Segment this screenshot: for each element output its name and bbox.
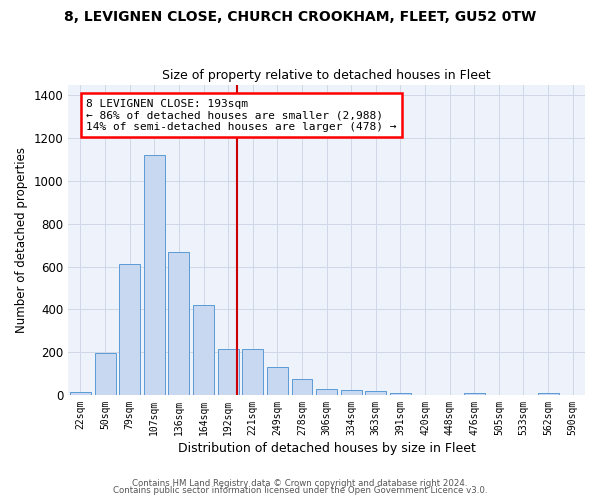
Bar (464, 393, 485, 395)
Bar (390, 393, 411, 395)
Y-axis label: Number of detached properties: Number of detached properties (15, 147, 28, 333)
Text: Contains HM Land Registry data © Crown copyright and database right 2024.: Contains HM Land Registry data © Crown c… (132, 478, 468, 488)
Bar (95, 353, 116, 395)
Bar (365, 390, 386, 395)
Bar (193, 305, 214, 395)
Bar (341, 390, 362, 395)
Bar (242, 349, 263, 395)
Bar (292, 379, 313, 395)
Bar (538, 393, 559, 395)
Bar (144, 155, 165, 395)
X-axis label: Distribution of detached houses by size in Fleet: Distribution of detached houses by size … (178, 442, 476, 455)
Bar (218, 349, 239, 395)
Bar (119, 264, 140, 395)
Bar (169, 252, 190, 395)
Text: Contains public sector information licensed under the Open Government Licence v3: Contains public sector information licen… (113, 486, 487, 495)
Text: 8 LEVIGNEN CLOSE: 193sqm
← 86% of detached houses are smaller (2,988)
14% of sem: 8 LEVIGNEN CLOSE: 193sqm ← 86% of detach… (86, 98, 397, 132)
Bar (267, 367, 288, 395)
Text: 8, LEVIGNEN CLOSE, CHURCH CROOKHAM, FLEET, GU52 0TW: 8, LEVIGNEN CLOSE, CHURCH CROOKHAM, FLEE… (64, 10, 536, 24)
Bar (70, 392, 91, 395)
Title: Size of property relative to detached houses in Fleet: Size of property relative to detached ho… (162, 69, 491, 82)
Bar (316, 388, 337, 395)
